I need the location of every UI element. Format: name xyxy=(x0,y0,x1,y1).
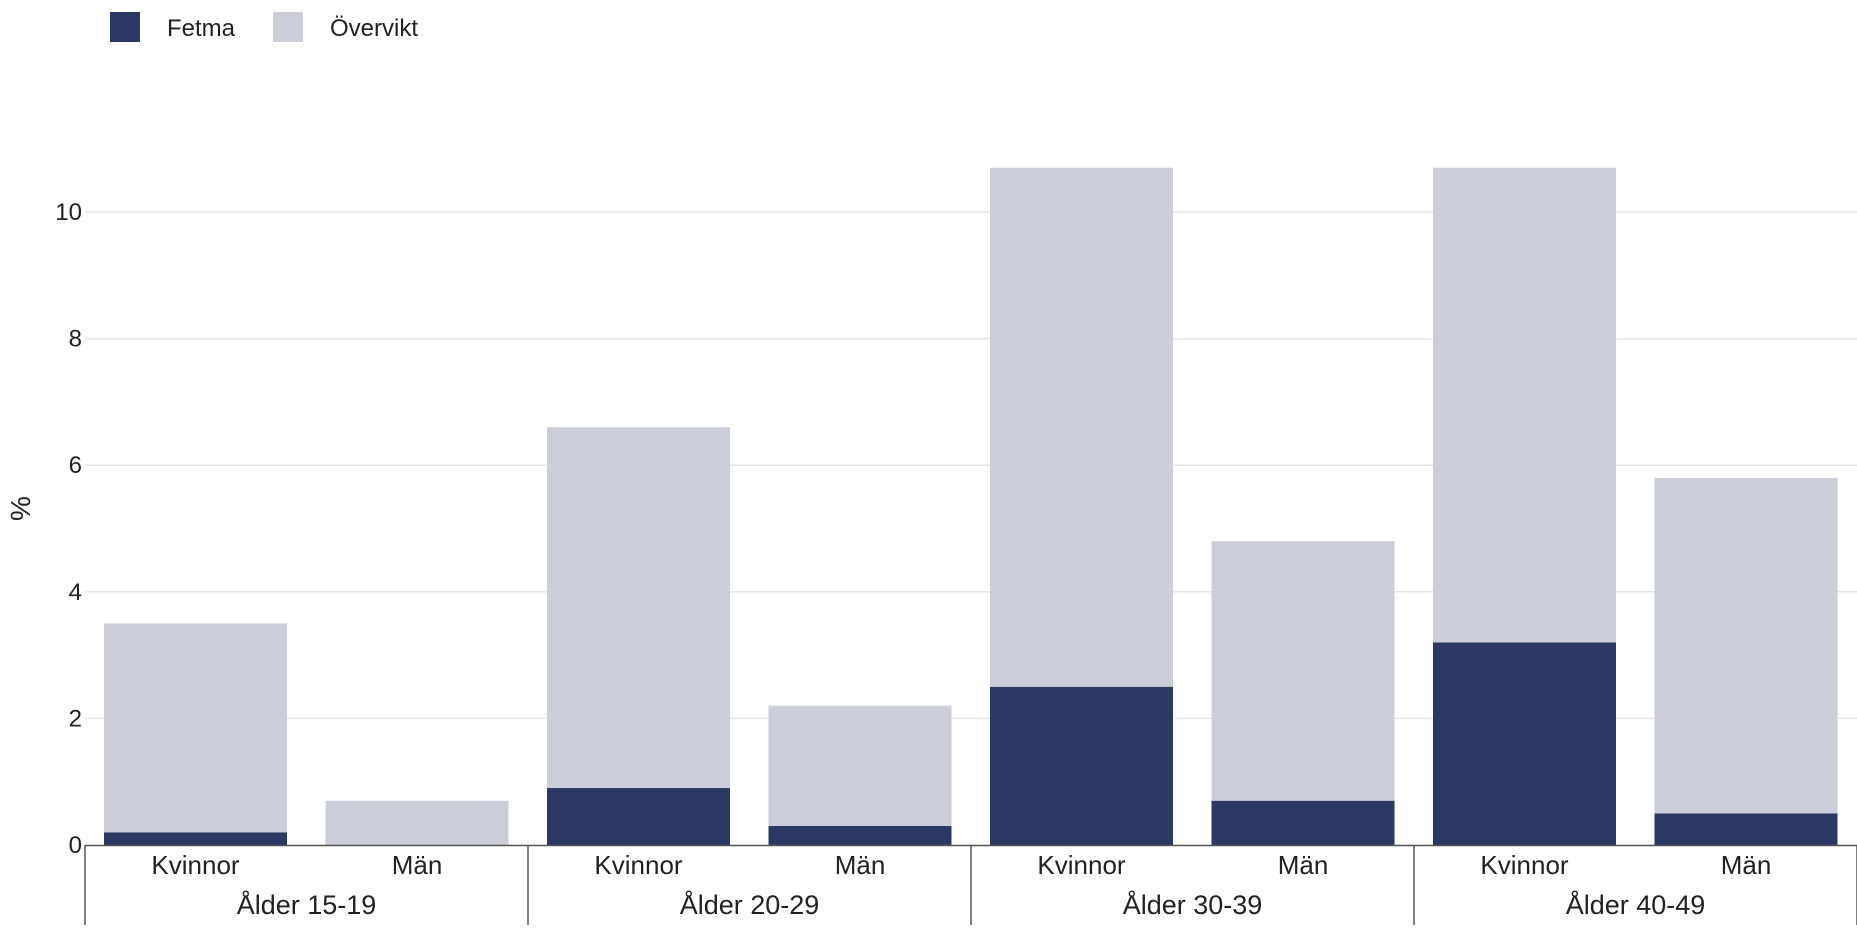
y-tick-label: 6 xyxy=(69,452,82,479)
legend: Fetma Övervikt xyxy=(110,12,418,42)
x-category-label: Kvinnor xyxy=(151,850,239,880)
y-tick-label: 4 xyxy=(69,579,82,606)
y-tick-label: 0 xyxy=(69,832,82,859)
y-tick-label: 8 xyxy=(69,326,82,353)
y-axis: 0 2 4 6 8 10% xyxy=(5,199,82,859)
y-tick-label: 2 xyxy=(69,705,82,732)
x-category-label: Kvinnor xyxy=(1480,850,1568,880)
bar--vervikt-1 xyxy=(325,800,509,845)
bar--vervikt-2 xyxy=(547,427,730,789)
x-group-label: Ålder 20-29 xyxy=(680,889,820,920)
bar-fetma-4 xyxy=(990,686,1173,845)
x-axis: Kvinnor Män Kvinnor Män Kvinnor Män Kvinnor Män… xyxy=(84,844,1857,925)
legend-label-1: Övervikt xyxy=(330,15,418,42)
bars xyxy=(104,167,1838,845)
bar--vervikt-0 xyxy=(104,623,287,833)
bar--vervikt-4 xyxy=(990,167,1173,687)
bar-fetma-7 xyxy=(1654,813,1838,845)
x-category-label: Män xyxy=(392,850,443,880)
x-category-label: Kvinnor xyxy=(594,850,682,880)
bar--vervikt-6 xyxy=(1433,167,1616,643)
bar--vervikt-5 xyxy=(1211,541,1395,801)
bar-fetma-6 xyxy=(1433,642,1616,845)
x-group-label: Ålder 40-49 xyxy=(1566,889,1706,920)
bar-fetma-2 xyxy=(547,788,730,845)
bar-fetma-0 xyxy=(104,832,287,845)
bar--vervikt-3 xyxy=(768,705,952,827)
x-category-label: Män xyxy=(1721,850,1772,880)
bar-fetma-5 xyxy=(1211,800,1395,845)
legend-label-0: Fetma xyxy=(167,15,236,42)
legend-swatch-0 xyxy=(110,12,140,42)
x-group-label: Ålder 30-39 xyxy=(1123,889,1263,920)
y-tick-label: 10 xyxy=(55,199,82,226)
legend-swatch-1 xyxy=(273,12,303,42)
x-category-label: Män xyxy=(1278,850,1329,880)
bar--vervikt-7 xyxy=(1654,477,1838,814)
x-category-label: Män xyxy=(835,850,886,880)
bar-fetma-3 xyxy=(768,826,952,845)
x-category-label: Kvinnor xyxy=(1037,850,1125,880)
x-group-label: Ålder 15-19 xyxy=(237,889,377,920)
y-axis-label: % xyxy=(5,496,36,521)
